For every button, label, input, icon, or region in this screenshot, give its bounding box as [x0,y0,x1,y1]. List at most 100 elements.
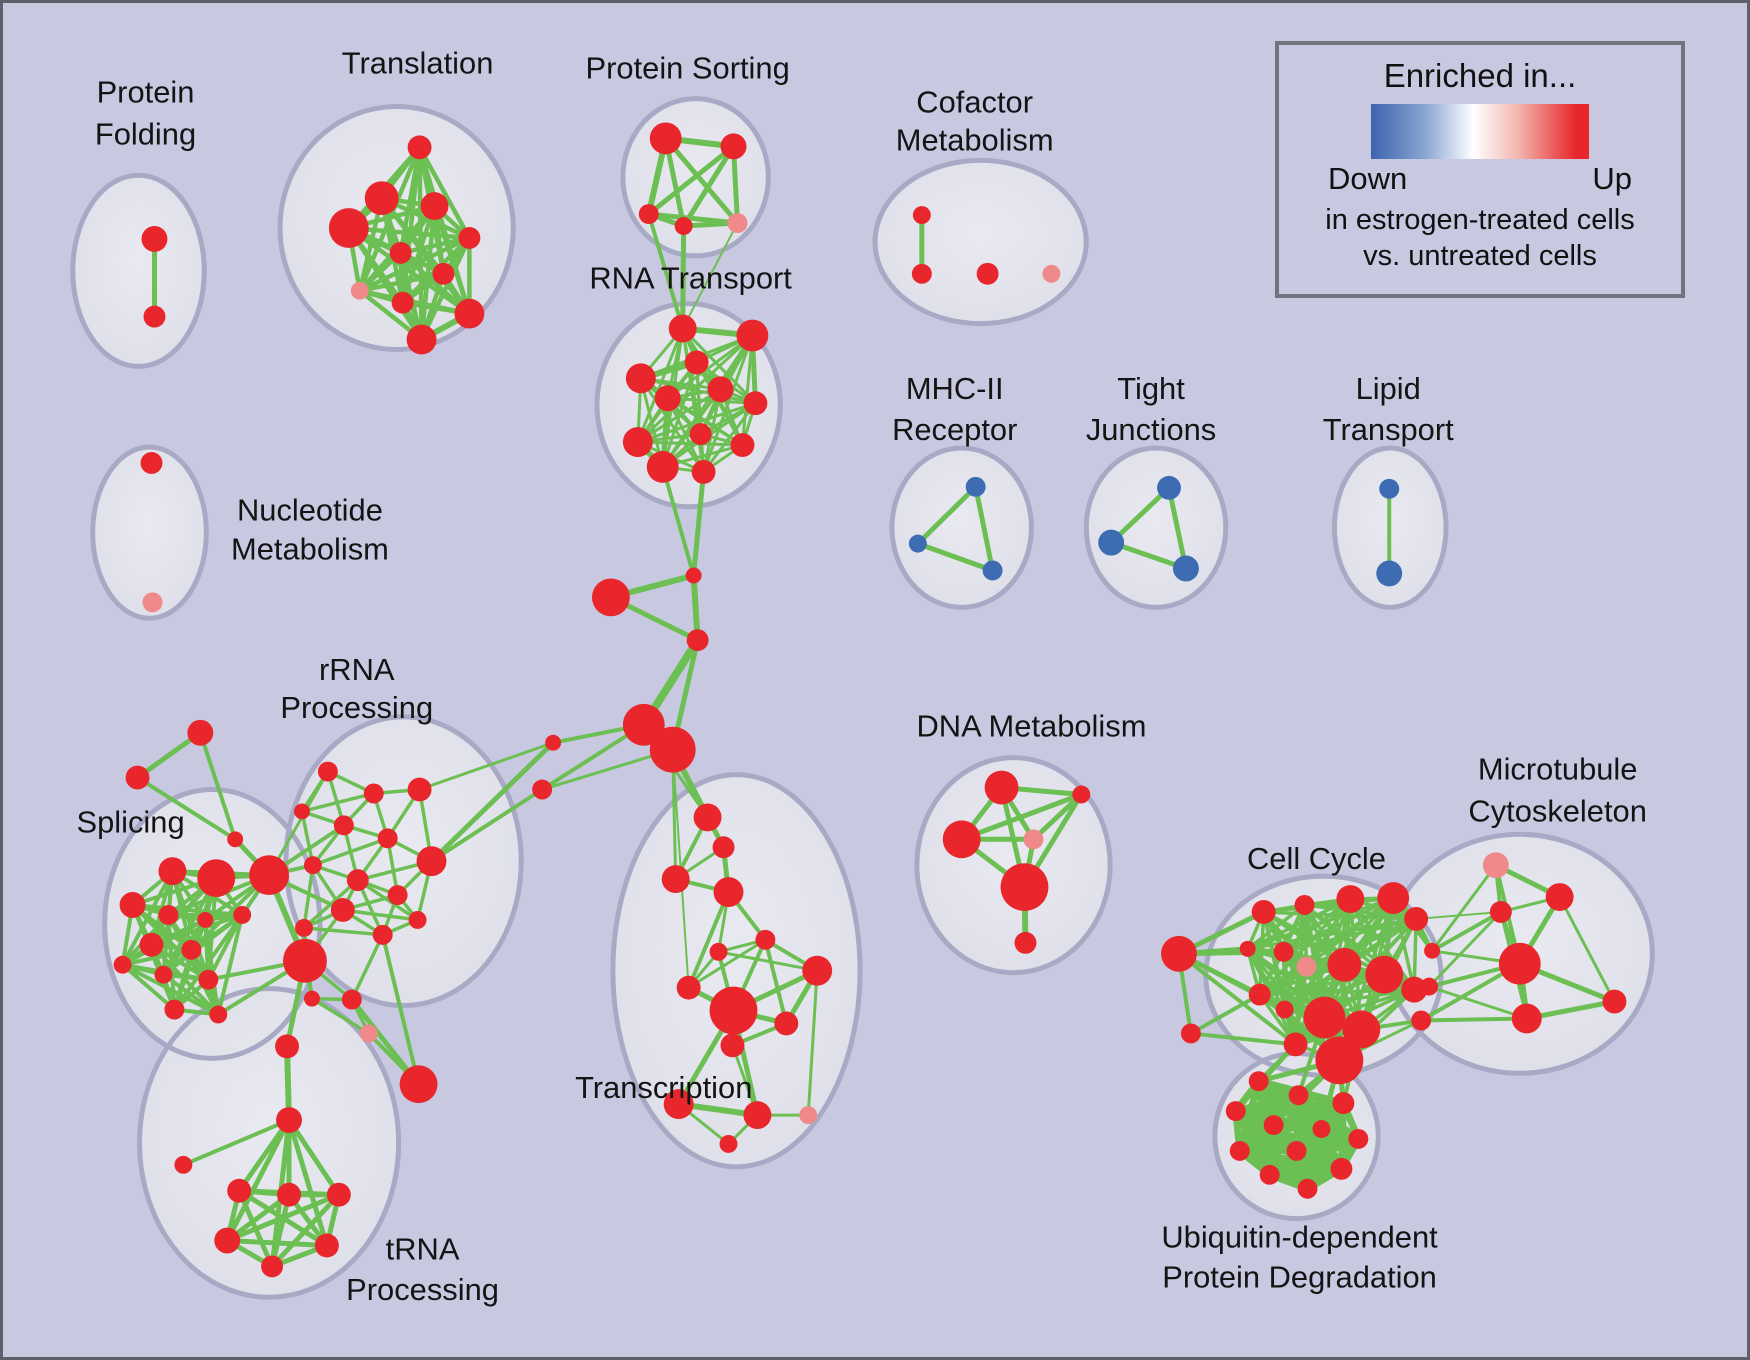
edge [1558,895,1616,1004]
node-rr7 [416,846,447,877]
cluster-ellipse-outline-dna-metabolism [914,755,1113,976]
cluster-label-splicing-line1: Splicing [76,804,184,839]
node-tx4 [713,877,744,907]
cluster-label-trna-processing-line2: Processing [346,1272,499,1307]
node-rr3 [407,777,432,802]
node-rt9 [622,427,653,457]
node-mt4 [1498,942,1541,985]
node-cc1 [1251,900,1276,924]
node-ub10 [1259,1164,1280,1185]
node-dna5 [1000,863,1049,911]
cluster-ellipse-outline-tight-junctions [1083,445,1229,610]
edge [346,225,472,316]
edge [1427,910,1503,989]
edge [310,996,371,1036]
node-t2 [364,181,399,216]
node-tj2 [1098,529,1125,556]
node-rr11 [330,898,355,922]
node-mt5 [1511,1003,1542,1034]
edge [1245,917,1418,951]
cluster-label-protein-folding-line1: Protein [97,75,195,110]
node-jx [249,855,290,896]
cluster-label-mhc-ii-receptor-line2: Receptor [892,412,1017,447]
cluster-ellipse-outline-rrna-processing [283,714,524,1009]
node-cc12 [1248,983,1271,1006]
node-rr10 [387,885,408,906]
node-t7 [432,262,455,285]
node-ub11 [1330,1157,1353,1180]
node-tr3 [326,1182,351,1207]
labels-layer: Protein Folding Translation Protein Sorting… [76,46,1646,1308]
node-nm2 [142,592,163,613]
edge [1108,485,1172,546]
edge [302,863,315,930]
node-tx15 [719,1134,738,1153]
node-cf4 [1042,264,1061,283]
cluster-label-cofactor-metabolism-line2: Metabolism [896,122,1054,157]
node-rt11 [646,451,679,483]
network-canvas: Protein Folding Translation Protein Sorting… [70,46,1655,1308]
legend-up-label: Up [1592,161,1632,196]
edge [224,1192,342,1244]
cluster-ellipse-outline-trna-processing [137,986,402,1300]
edge [286,1117,330,1248]
node-cf3 [976,262,999,285]
cluster-label-tight-junctions-line2: Junctions [1086,412,1216,447]
cluster-label-lipid-transport-line1: Lipid [1356,371,1421,406]
edge [660,464,696,578]
edge [717,950,819,973]
cluster-label-rrna-processing-line2: Processing [280,690,433,725]
edge [915,541,996,573]
node-t6 [389,241,412,264]
edge [1245,903,1307,951]
node-nm1 [140,452,163,474]
edge [973,484,996,573]
cluster-ellipse-rrna-processing [286,716,522,1006]
node-trl [174,1155,193,1174]
edge [198,730,238,842]
node-t8 [350,281,369,300]
edge [269,1192,342,1269]
node-rt12 [691,459,716,484]
edge [300,809,315,867]
node-tj1 [1157,475,1181,500]
node-lt1 [1379,478,1400,499]
edge [959,792,1084,842]
node-rt3 [625,363,656,394]
node-cx2 [1420,977,1439,996]
edge [120,947,194,967]
edge [417,145,472,241]
cluster-label-cofactor-metabolism-line1: Cofactor [916,85,1033,120]
edge [120,962,221,1017]
node-rr16 [359,1024,378,1043]
cluster-label-ubiquitin-degradation-line1: Ubiquitin-dependent [1161,1219,1438,1254]
node-mhc1 [965,476,986,497]
node-ub6 [1312,1120,1331,1138]
cluster-label-translation-line1: Translation [342,46,494,81]
edge [663,135,740,226]
cluster-ellipse-outline-rna-transport [594,301,783,510]
legend-subtitle-line2: vs. untreated cells [1363,240,1597,272]
node-dna6 [1014,931,1037,954]
edge [341,908,420,922]
edge [1430,909,1503,953]
node-cc15 [1342,1010,1381,1049]
node-tri3 [227,831,244,848]
node-cc9 [1327,947,1362,982]
edge [398,235,472,256]
node-tr6 [261,1255,284,1278]
node-dna3 [942,820,981,859]
edge [429,740,556,864]
node-rr4 [293,803,310,820]
cluster-ellipse-outline-nucleotide-metabolism [90,444,209,621]
node-mt2 [1545,883,1574,911]
node-cc3 [1336,885,1365,913]
node-spl12 [164,999,185,1020]
cluster-ellipse-outline-splicing [102,787,323,1061]
edge [1245,897,1353,951]
edge [135,775,238,842]
edge [681,222,739,330]
edge [203,917,221,1017]
edge [181,1118,292,1167]
